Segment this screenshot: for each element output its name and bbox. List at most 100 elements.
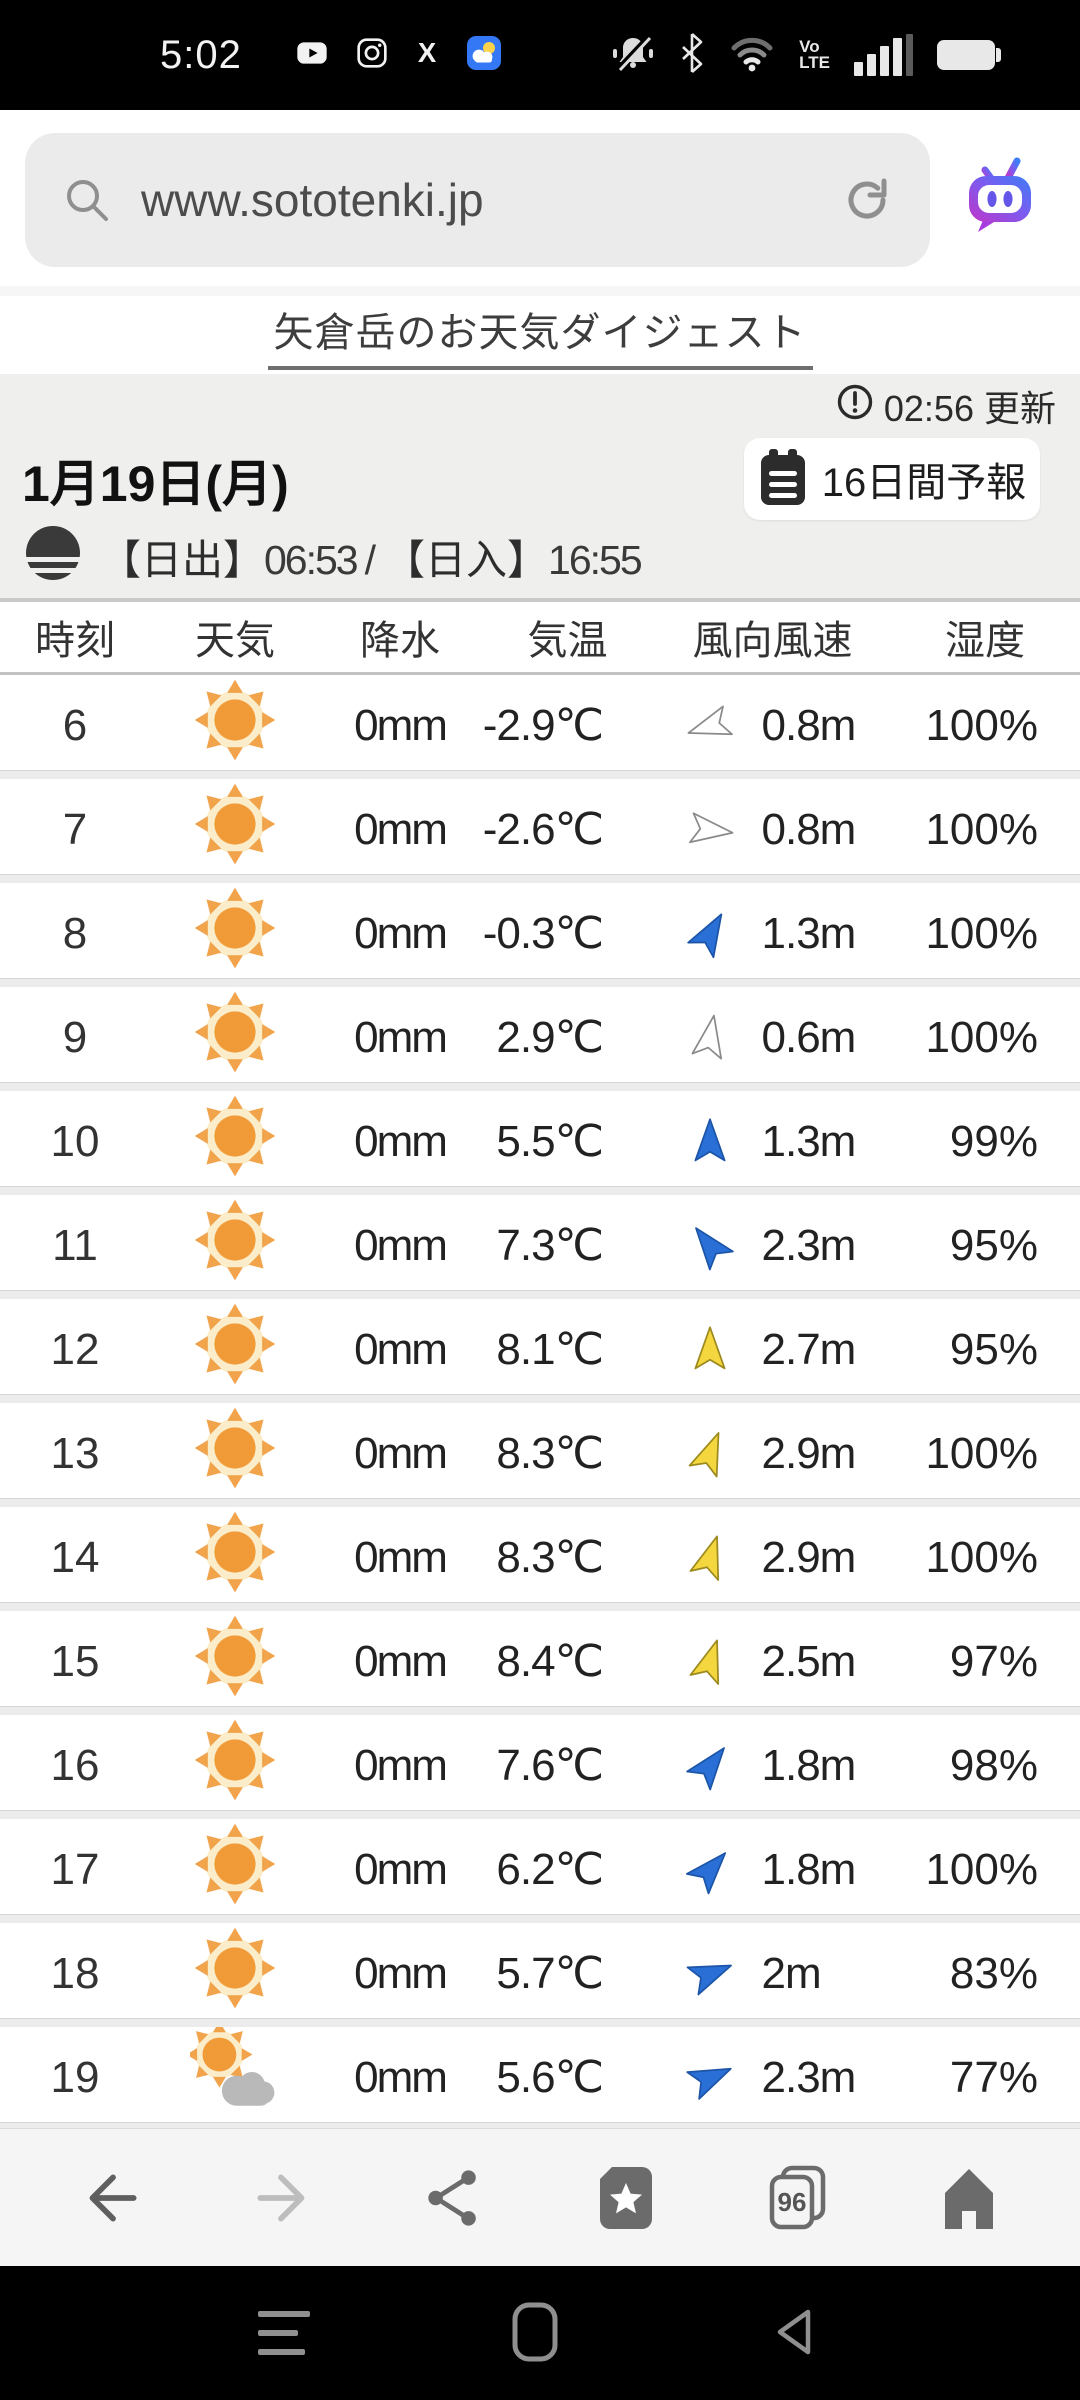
humidity-cell: 100%: [925, 700, 1038, 750]
wind-speed-text: 2.3m: [761, 1220, 857, 1270]
back-nav-icon[interactable]: [770, 2306, 816, 2363]
weather-cell: [150, 1195, 320, 1296]
hour-cell: 9: [62, 1012, 88, 1062]
signal-strength-icon: [854, 34, 913, 76]
sunny-icon: [190, 1091, 280, 1192]
sunny-icon: [190, 1923, 280, 2024]
wind-cell: 0.6m: [655, 1012, 890, 1064]
hour-cell: 13: [50, 1428, 100, 1478]
back-button[interactable]: [75, 2162, 147, 2234]
wind-speed-text: 0.8m: [761, 804, 857, 854]
reload-icon[interactable]: [840, 172, 896, 228]
table-row: 6 0mm -2.9℃ 0.8m 100%: [0, 675, 1080, 770]
info-icon: [836, 383, 874, 430]
wind-direction-arrow-icon: [684, 1324, 736, 1376]
hour-cell: 10: [50, 1116, 100, 1166]
wind-direction-arrow-icon: [684, 1428, 736, 1480]
temperature-cell: 5.5℃: [496, 1117, 604, 1166]
wind-direction-arrow-icon: [684, 1012, 736, 1064]
precipitation-cell: 0mm: [354, 1844, 448, 1894]
temperature-cell: 8.4℃: [496, 1637, 604, 1686]
bookmarks-button[interactable]: [590, 2162, 662, 2234]
wind-cell: 2.9m: [655, 1532, 890, 1584]
precipitation-cell: 0mm: [354, 804, 448, 854]
wind-cell: 2.5m: [655, 1636, 890, 1688]
wind-cell: 1.8m: [655, 1740, 890, 1792]
table-row: 19 0mm 5.6℃ 2.3m 77%: [0, 2021, 1080, 2122]
precipitation-cell: 0mm: [354, 1740, 448, 1790]
weather-cell: [150, 1299, 320, 1400]
wind-direction-arrow-icon: [684, 1220, 736, 1272]
browser-assistant-icon[interactable]: [964, 156, 1036, 240]
hour-cell: 17: [50, 1844, 100, 1894]
table-row: 9 0mm 2.9℃ 0.6m 100%: [0, 987, 1080, 1082]
title-band: 矢倉岳のお天気ダイジェスト: [0, 296, 1080, 374]
forward-button[interactable]: [247, 2162, 319, 2234]
clock-text: 5:02: [160, 32, 242, 77]
weather-cell: [150, 779, 320, 880]
sunny-icon: [190, 987, 280, 1088]
url-bar[interactable]: www.sototenki.jp: [25, 133, 930, 267]
table-body: 6 0mm -2.9℃ 0.8m 100% 7 0mm -2.6℃ 0.8m 100% 8 0mm…: [0, 675, 1080, 2131]
home-nav-icon[interactable]: [512, 2302, 558, 2367]
partly-cloudy-icon: [186, 2021, 280, 2128]
hour-cell: 15: [50, 1636, 100, 1686]
humidity-cell: 100%: [925, 1532, 1038, 1582]
home-button[interactable]: [933, 2162, 1005, 2234]
humidity-cell: 100%: [925, 1428, 1038, 1478]
table-header-cell: 風向風速: [692, 619, 853, 663]
wind-direction-arrow-icon: [684, 1116, 736, 1168]
humidity-cell: 98%: [949, 1740, 1038, 1790]
hour-cell: 7: [62, 804, 88, 854]
temperature-cell: 5.6℃: [496, 2053, 604, 2102]
browser-toolbar: 96: [0, 2128, 1080, 2266]
wind-speed-text: 2.3m: [761, 2052, 857, 2102]
humidity-cell: 100%: [925, 804, 1038, 854]
row-separator: [0, 1290, 1080, 1299]
hour-cell: 16: [50, 1740, 100, 1790]
sunset-time: 16:55: [548, 536, 643, 583]
battery-icon: [937, 40, 1001, 70]
sunny-icon: [190, 1299, 280, 1400]
sun-times-row: 【日出】 06:53/【日入】 16:55: [24, 524, 643, 587]
tabs-button[interactable]: 96: [761, 2162, 833, 2234]
temperature-cell: 2.9℃: [496, 1013, 604, 1062]
page-title-link[interactable]: 矢倉岳のお天気ダイジェスト: [267, 300, 813, 370]
temperature-cell: 8.3℃: [496, 1533, 604, 1582]
page-content: 02:56 更新 1月19日(月) 16日間予報: [0, 374, 1080, 2131]
sunny-icon: [190, 1195, 280, 1296]
sunny-icon: [190, 1403, 280, 1504]
forecast-16day-button[interactable]: 16日間予報: [744, 438, 1040, 520]
weather-app-notification-icon: [466, 35, 502, 76]
url-text[interactable]: www.sototenki.jp: [141, 174, 484, 226]
share-button[interactable]: [418, 2162, 490, 2234]
weather-cell: [150, 1923, 320, 2024]
precipitation-cell: 0mm: [354, 1116, 448, 1166]
hourly-forecast-table: 時刻 天気 降水 気温 風向風速 湿度 6 0mm -2.9℃ 0.8m 100% 7 0mm -2.…: [0, 598, 1080, 2131]
wind-speed-text: 1.3m: [761, 1116, 857, 1166]
android-nav-bar: [0, 2266, 1080, 2400]
table-row: 11 0mm 7.3℃ 2.3m 95%: [0, 1195, 1080, 1290]
precipitation-cell: 0mm: [354, 1012, 448, 1062]
update-status: 02:56 更新: [836, 380, 1056, 432]
date-row: 1月19日(月) 16日間予報: [0, 438, 1080, 520]
row-separator: [0, 1810, 1080, 1819]
wind-cell: 2m: [655, 1948, 890, 2000]
table-row: 8 0mm -0.3℃ 1.3m 100%: [0, 883, 1080, 978]
sunny-icon: [190, 675, 280, 776]
wind-speed-text: 0.8m: [761, 700, 857, 750]
wind-cell: 2.9m: [655, 1428, 890, 1480]
hour-cell: 19: [50, 2052, 100, 2102]
sunrise-time: 06:53: [264, 536, 359, 583]
temperature-cell: 7.3℃: [496, 1221, 604, 1270]
wind-cell: 0.8m: [655, 700, 890, 752]
weather-cell: [150, 2021, 320, 2128]
search-icon: [61, 174, 113, 226]
wind-cell: 1.3m: [655, 1116, 890, 1168]
svg-text:96: 96: [778, 2187, 807, 2217]
wind-cell: 2.3m: [655, 2052, 890, 2104]
table-header-cell: 時刻: [35, 619, 115, 663]
weather-cell: [150, 1403, 320, 1504]
menu-nav-icon[interactable]: [258, 2306, 312, 2360]
precipitation-cell: 0mm: [354, 1324, 448, 1374]
